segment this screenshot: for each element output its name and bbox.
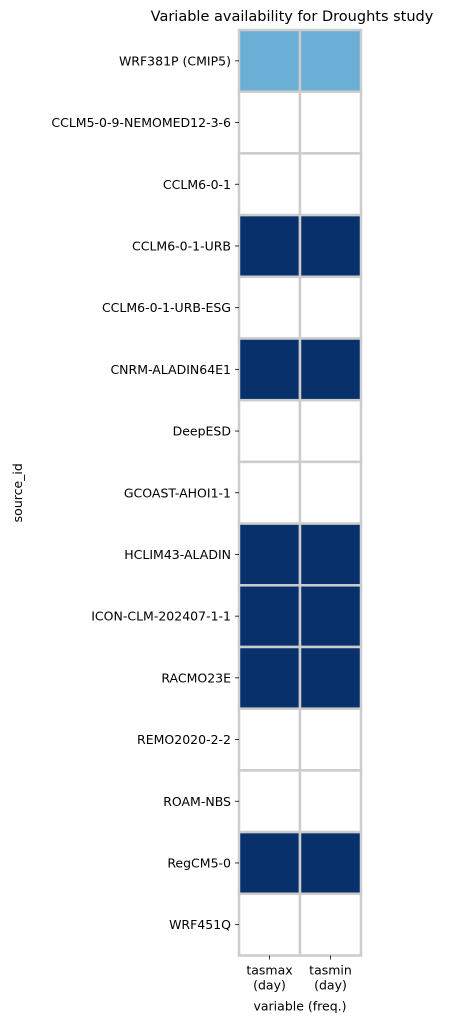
heatmap-cell: [298, 707, 363, 772]
heatmap-cell: [237, 213, 302, 279]
heatmap-cell: [298, 28, 363, 93]
heatmap-cell: [237, 337, 302, 402]
y-tick-label: RegCM5-0: [167, 855, 231, 870]
y-tick-label: CCLM6-0-1-URB-ESG: [102, 300, 231, 315]
y-tick-label: REMO2020-2-2: [137, 732, 231, 747]
heatmap-cell: [237, 522, 302, 587]
chart-title: Variable availability for Droughts study: [151, 9, 434, 25]
heatmap-cell: [298, 90, 363, 155]
y-tick-label: WRF451Q: [169, 917, 231, 932]
heatmap-cell: [237, 460, 302, 525]
heatmap-cell: [298, 337, 363, 402]
heatmap-cell: [237, 584, 302, 649]
heatmap-cell: [237, 28, 302, 93]
heatmap-cell: [237, 645, 302, 710]
y-tick-label: CNRM-ALADIN64E1: [110, 362, 231, 377]
heatmap-cell: [237, 152, 302, 217]
y-tick-label: RACMO23E: [161, 670, 231, 685]
heatmap-cell: [298, 892, 363, 957]
y-tick-label: CCLM5-0-9-NEMOMED12-3-6: [51, 115, 231, 130]
heatmap-cell: [237, 275, 302, 340]
heatmap-cell: [237, 892, 302, 957]
y-tick-labels: WRF381P (CMIP5) CCLM5-0-9-NEMOMED12-3-6 CC…: [51, 53, 239, 932]
heatmap-cell: [298, 213, 363, 279]
y-tick-label: CCLM6-0-1: [163, 177, 231, 192]
heatmap-cell: [298, 645, 363, 710]
x-tick-label: tasmin (day): [309, 963, 352, 993]
y-tick-label: DeepESD: [173, 424, 231, 439]
y-tick-label: HCLIM43-ALADIN: [124, 547, 231, 562]
heatmap-cell: [298, 769, 363, 834]
heatmap-cell: [298, 830, 363, 896]
heatmap-cell: [298, 398, 363, 464]
heatmap-cell: [237, 769, 302, 834]
heatmap-cell: [298, 460, 363, 525]
x-tick-labels: tasmax (day) tasmin (day): [246, 955, 352, 993]
y-tick-label: ROAM-NBS: [163, 794, 231, 809]
heatmap-cell: [237, 707, 302, 772]
heatmap-cell: [237, 90, 302, 155]
y-tick-label: ICON-CLM-202407-1-1: [91, 609, 231, 624]
heatmap-cell: [298, 522, 363, 587]
heatmap-cell: [298, 275, 363, 340]
y-tick-label: GCOAST-AHOI1-1: [124, 485, 231, 500]
heatmap-cell: [237, 398, 302, 464]
x-tick-label: tasmax (day): [246, 963, 292, 993]
heatmap-cells: [237, 28, 363, 957]
y-tick-label: WRF381P (CMIP5): [119, 53, 231, 68]
heatmap-cell: [237, 830, 302, 896]
heatmap-cell: [298, 584, 363, 649]
heatmap-cell: [298, 152, 363, 217]
y-axis-label: source_id: [10, 463, 25, 522]
x-axis-label: variable (freq.): [253, 999, 346, 1014]
y-tick-label: CCLM6-0-1-URB: [132, 238, 231, 253]
